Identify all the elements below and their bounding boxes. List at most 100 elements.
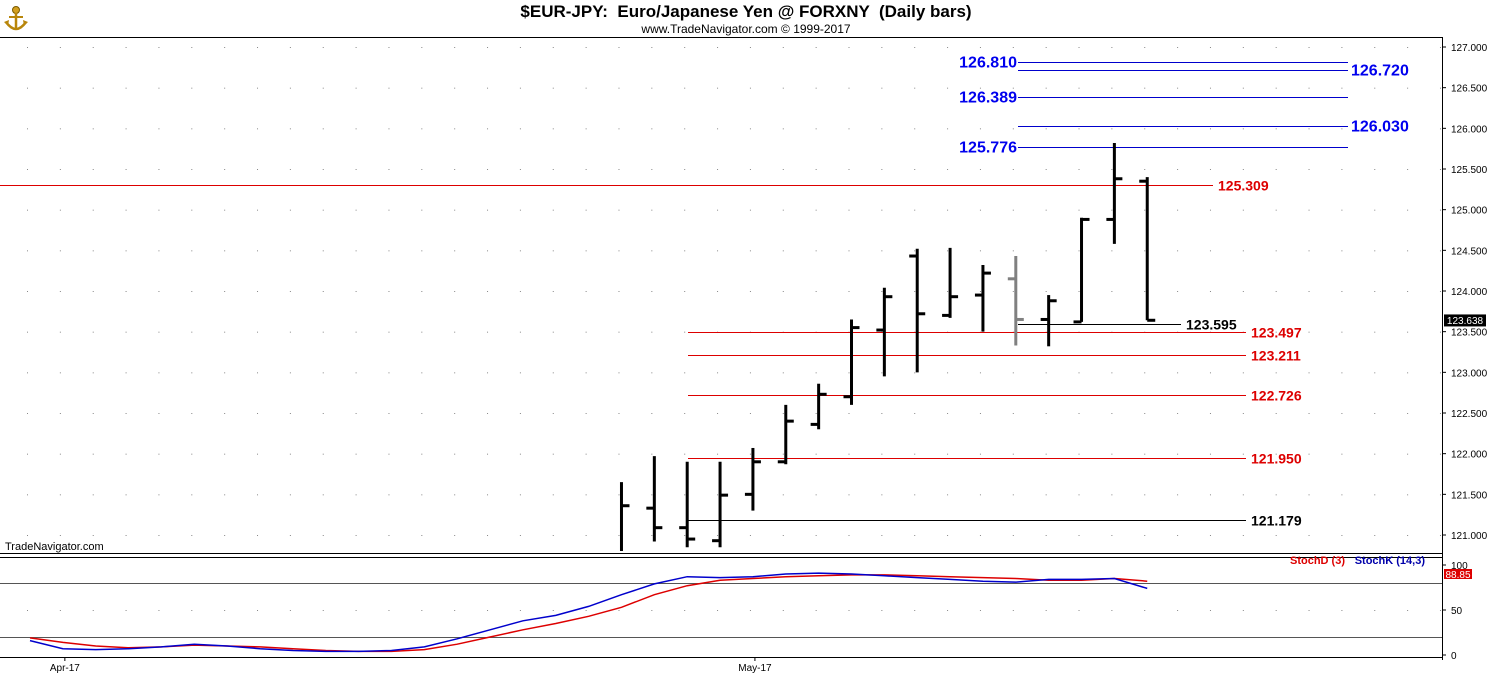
grid-dot (322, 331, 324, 333)
grid-dot (1177, 535, 1179, 536)
grid-dot (1439, 535, 1441, 536)
ohlc-bar (712, 461, 729, 548)
grid-dot (1242, 413, 1244, 414)
ohlc-bar (679, 461, 696, 548)
grid-dot (1012, 250, 1014, 252)
grid-dot (421, 453, 423, 455)
ohlc-bar (1040, 295, 1057, 347)
grid-dot (979, 87, 981, 89)
ohlc-bar (777, 404, 794, 465)
grid-dot (519, 494, 521, 496)
grid-dot (454, 331, 456, 333)
grid-dot (1407, 372, 1409, 374)
grid-dot (979, 169, 981, 170)
grid-dot (158, 209, 160, 211)
grid-dot (92, 610, 94, 611)
grid-dot (59, 87, 61, 89)
grid-dot (881, 250, 883, 252)
price-tick-label: 126.000 (1451, 124, 1488, 135)
grid-dot (322, 453, 324, 455)
grid-dot (717, 494, 719, 496)
grid-dot (421, 291, 423, 292)
grid-dot (125, 372, 127, 374)
grid-dot (1242, 128, 1244, 130)
chart-title: $EUR-JPY: Euro/Japanese Yen @ FORXNY (Da… (520, 2, 971, 21)
price-bars (619, 142, 1156, 551)
grid-dot (158, 291, 160, 292)
grid-dot (224, 291, 226, 292)
grid-dot (684, 47, 686, 48)
grid-dot (848, 87, 850, 89)
stoch-axis-ticks: 100 50 0 (1442, 561, 1468, 662)
grid-dot (848, 209, 850, 211)
grid-dot (322, 610, 324, 611)
grid-dot (1275, 291, 1277, 292)
grid-dot (1242, 250, 1244, 252)
grid-dot (947, 209, 949, 211)
grid-dot (388, 250, 390, 252)
grid-dot (651, 47, 653, 48)
grid-dot (1341, 494, 1343, 496)
grid-dot (1374, 291, 1376, 292)
grid-dot (1177, 87, 1179, 89)
grid-dot (1341, 250, 1343, 252)
price-tick-label: 121.000 (1451, 531, 1488, 542)
grid-dot (782, 372, 784, 374)
price-tick-label: 124.500 (1451, 246, 1488, 257)
grid-dot (1407, 610, 1409, 611)
grid-dot (552, 87, 554, 89)
grid-dot (289, 494, 291, 496)
grid-dot (1407, 453, 1409, 455)
grid-dot (322, 413, 324, 414)
grid-dot (1308, 610, 1310, 611)
grid-dot (1111, 128, 1113, 130)
grid-dot (1308, 250, 1310, 252)
grid-dot (454, 535, 456, 536)
grid-dot (388, 372, 390, 374)
grid-dot (191, 291, 193, 292)
grid-dot (1374, 494, 1376, 496)
grid-dot (1045, 47, 1047, 48)
grid-dot (92, 128, 94, 130)
grid-dot (848, 291, 850, 292)
ohlc-bar (744, 447, 761, 511)
stoch-tick-label: 50 (1451, 606, 1463, 617)
grid-dot (1012, 47, 1014, 48)
grid-dot (1308, 169, 1310, 170)
grid-dot (651, 453, 653, 455)
grid-dot (487, 494, 489, 496)
grid-dot (158, 128, 160, 130)
grid-dot (782, 250, 784, 252)
grid-dot (224, 413, 226, 414)
grid-dot (92, 47, 94, 48)
grid-dot (487, 610, 489, 611)
grid-dot (519, 453, 521, 455)
grid-dot (947, 413, 949, 414)
legend-stoch-k: StochK (14,3) (1355, 555, 1426, 567)
grid-dot (519, 47, 521, 48)
grid-dot (651, 535, 653, 536)
grid-dot (749, 610, 751, 611)
grid-dot (92, 291, 94, 292)
ohlc-bar (876, 287, 893, 377)
grid-dot (585, 209, 587, 211)
grid-dot (1407, 169, 1409, 170)
grid-dot (1308, 494, 1310, 496)
grid-dot (1308, 87, 1310, 89)
price-tick-label: 122.000 (1451, 450, 1488, 461)
grid-dot (59, 610, 61, 611)
ohlc-bar (1139, 177, 1156, 322)
grid-dot (355, 372, 357, 374)
grid-dot (1144, 413, 1146, 414)
level-label: 123.211 (1251, 348, 1301, 364)
grid-dot (848, 535, 850, 536)
grid-dot (979, 535, 981, 536)
grid-dot (257, 331, 259, 333)
grid-dot (257, 372, 259, 374)
grid-dot (1177, 169, 1179, 170)
grid-dot (1374, 453, 1376, 455)
grid-dot (289, 610, 291, 611)
grid-dot (224, 47, 226, 48)
price-axis-ticks: 127.000 126.500 126.000 125.500 125.000 124.5… (1442, 43, 1488, 542)
grid-dot (92, 453, 94, 455)
